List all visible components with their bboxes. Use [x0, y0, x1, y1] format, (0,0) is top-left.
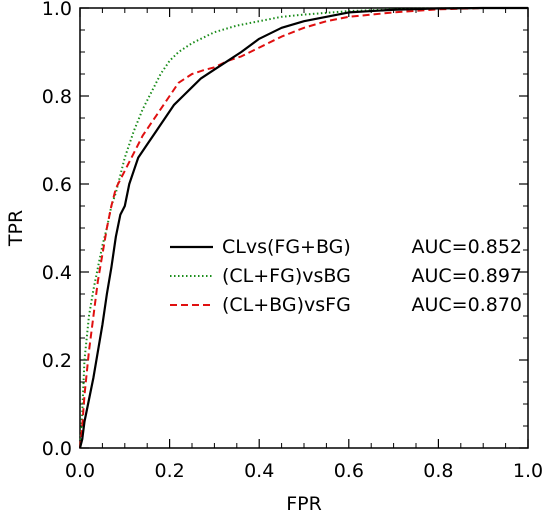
x-tick-label: 0.8	[423, 460, 453, 482]
x-tick-label: 0.0	[65, 460, 95, 482]
y-tick-label: 0.4	[42, 262, 72, 284]
legend-label: CLvs(FG+BG)	[222, 236, 351, 258]
legend: CLvs(FG+BG) AUC=0.852 (CL+FG)vsBG AUC=0.897…	[170, 236, 522, 316]
legend-auc: AUC=0.897	[412, 265, 522, 287]
x-axis-title: FPR	[286, 493, 322, 515]
y-axis-title: TPR	[5, 210, 27, 247]
y-tick-label: 0.6	[42, 174, 72, 196]
y-tick-label: 0.2	[42, 350, 72, 372]
plot-frame	[79, 7, 529, 449]
x-tick-label: 1.0	[513, 460, 543, 482]
y-tick-label: 0.0	[42, 438, 72, 460]
axis-ticks	[79, 7, 529, 449]
x-tick-label: 0.4	[244, 460, 274, 482]
y-tick-label: 0.8	[42, 86, 72, 108]
series-lines	[78, 6, 528, 449]
legend-label: (CL+FG)vsBG	[222, 265, 351, 287]
series-line-0	[78, 6, 528, 449]
legend-label: (CL+BG)vsFG	[222, 294, 351, 316]
x-tick-label: 0.6	[334, 460, 364, 482]
series-line-2	[79, 7, 528, 449]
legend-auc: AUC=0.870	[412, 294, 522, 316]
x-tick-label: 0.2	[154, 460, 184, 482]
tick-labels: 0.0 0.2 0.4 0.6 0.8 1.0 0.0 0.2 0.4 0.6 0.8 1.0	[42, 0, 543, 482]
series-line-1	[79, 7, 528, 449]
legend-auc: AUC=0.852	[412, 236, 522, 258]
y-tick-label: 1.0	[42, 0, 72, 20]
